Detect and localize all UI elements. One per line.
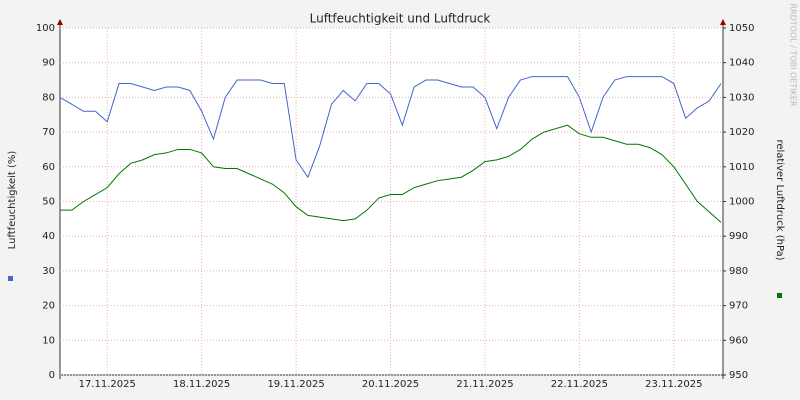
watermark: RRDTOOL / TOBI OETIKER	[789, 3, 798, 106]
y2-tick-label: 1020	[729, 127, 754, 138]
axis-arrow	[720, 19, 726, 25]
x-tick-label: 19.11.2025	[267, 379, 324, 390]
y-tick-label: 60	[42, 162, 55, 173]
y2-tick-label: 980	[729, 266, 748, 277]
y2-tick-label: 960	[729, 335, 748, 346]
y2-tick-label: 950	[729, 370, 748, 381]
y-tick-label: 90	[42, 58, 55, 69]
y-tick-label: 50	[42, 197, 55, 208]
chart-title: Luftfeuchtigkeit und Luftdruck	[310, 12, 491, 26]
y2-tick-label: 1040	[729, 58, 754, 69]
y-tick-label: 40	[42, 231, 55, 242]
x-tick-label: 22.11.2025	[551, 379, 608, 390]
y-tick-label: 20	[42, 301, 55, 312]
y2-tick-label: 1000	[729, 197, 754, 208]
y2-tick-label: 1010	[729, 162, 754, 173]
y-tick-label: 70	[42, 127, 55, 138]
y2-tick-label: 990	[729, 231, 748, 242]
y-axis-label: Luftfeuchtigkeit (%)	[7, 151, 18, 250]
y2-tick-label: 1050	[729, 23, 754, 34]
x-tick-label: 21.11.2025	[456, 379, 513, 390]
x-tick-label: 17.11.2025	[79, 379, 136, 390]
y-tick-label: 30	[42, 266, 55, 277]
y-tick-label: 100	[36, 23, 55, 34]
x-tick-label: 23.11.2025	[645, 379, 702, 390]
series-line	[60, 124, 722, 223]
series-line	[59, 76, 722, 179]
x-tick-label: 20.11.2025	[362, 379, 419, 390]
y2-axis-label: relativer Luftdruck (hPa)	[774, 139, 785, 260]
y2-tick-label: 970	[729, 301, 748, 312]
x-tick-label: 18.11.2025	[173, 379, 230, 390]
y-tick-label: 80	[42, 92, 55, 103]
y2-tick-label: 1030	[729, 92, 754, 103]
legend-swatch	[8, 276, 13, 281]
y-tick-label: 10	[42, 335, 55, 346]
axis-arrow	[57, 19, 63, 25]
legend-swatch	[777, 293, 782, 298]
y-tick-label: 0	[49, 370, 55, 381]
